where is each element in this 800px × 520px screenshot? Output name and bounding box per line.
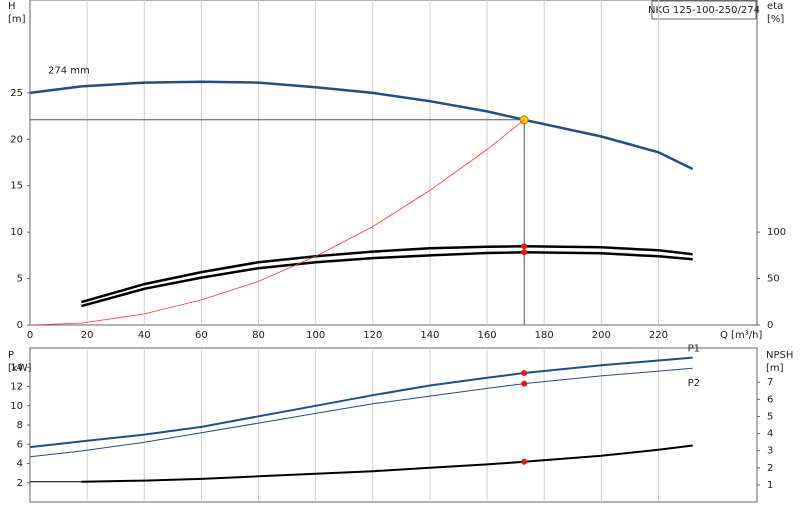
model-label: NKG 125-100-250/274 — [648, 5, 760, 16]
curve — [29, 367, 693, 458]
y-tick-label: 15 — [10, 181, 23, 192]
series-label: P1 — [688, 344, 700, 355]
curve — [81, 245, 693, 304]
x-tick-label: 60 — [195, 330, 208, 341]
y2-unit: [%] — [767, 14, 784, 25]
x-tick-label: 220 — [649, 330, 668, 341]
x-label: Q [m³/h] — [720, 330, 762, 341]
x-tick-label: 160 — [478, 330, 497, 341]
series-label: P2 — [688, 378, 700, 389]
x-tick-label: 200 — [592, 330, 611, 341]
y2-tick-label: 0 — [767, 320, 773, 331]
duty-point — [521, 249, 528, 256]
y2-tick-label: 100 — [767, 227, 786, 238]
y2-tick-label: 7 — [767, 377, 773, 388]
y-tick-label: 5 — [17, 274, 23, 285]
y2-tick-label: 1 — [767, 480, 773, 491]
duty-point — [519, 115, 529, 125]
y2-tick-label: 50 — [767, 274, 780, 285]
curve — [29, 356, 693, 449]
y2-label: eta — [767, 1, 783, 12]
x-tick-label: 0 — [27, 330, 33, 341]
top-frame — [29, 0, 758, 326]
y-label: H — [8, 1, 16, 12]
x-tick-label: 100 — [306, 330, 325, 341]
y-tick-label: 2 — [17, 478, 23, 489]
y2-tick-label: 4 — [767, 429, 773, 440]
duty-point — [521, 380, 528, 387]
curve — [29, 80, 694, 171]
y-tick-label: 14 — [10, 362, 23, 373]
y-unit: [kW] — [8, 363, 32, 374]
y2-tick-label: 6 — [767, 394, 773, 405]
y-tick-label: 10 — [10, 401, 23, 412]
duty-point — [521, 370, 528, 377]
model-box — [651, 0, 757, 20]
curve — [29, 119, 525, 326]
y-tick-label: 0 — [17, 320, 23, 331]
curve — [81, 444, 693, 483]
x-tick-label: 80 — [252, 330, 265, 341]
y-tick-label: 6 — [17, 439, 23, 450]
y-tick-label: 4 — [17, 459, 23, 470]
y2-unit: [m] — [766, 363, 784, 374]
y-tick-label: 10 — [10, 227, 23, 238]
x-tick-label: 40 — [138, 330, 151, 341]
duty-point — [521, 458, 528, 465]
x-tick-label: 20 — [81, 330, 94, 341]
y2-tick-label: 2 — [767, 463, 773, 474]
x-tick-label: 140 — [420, 330, 439, 341]
series-label: 274 mm — [48, 65, 90, 76]
y2-tick-label: 5 — [767, 411, 773, 422]
y-unit: [m] — [8, 14, 26, 25]
x-tick-label: 120 — [363, 330, 382, 341]
y-tick-label: 8 — [17, 420, 23, 431]
bottom-frame — [29, 347, 758, 503]
y2-tick-label: 3 — [767, 446, 773, 457]
y-tick-label: 20 — [10, 134, 23, 145]
y2-label: NPSH — [766, 350, 793, 361]
y-tick-label: 25 — [10, 88, 23, 99]
y-label: P — [8, 350, 14, 361]
x-tick-label: 180 — [535, 330, 554, 341]
y-tick-label: 12 — [10, 382, 23, 393]
curve — [81, 251, 693, 308]
duty-point — [521, 243, 528, 250]
